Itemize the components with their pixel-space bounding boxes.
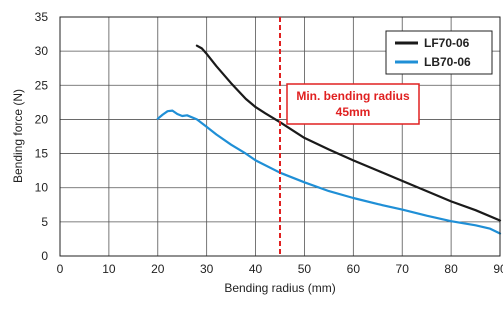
x-tick-label: 50 (298, 262, 312, 276)
x-tick-label: 10 (102, 262, 116, 276)
x-tick-label: 70 (396, 262, 410, 276)
y-tick-label: 20 (35, 112, 49, 126)
y-tick-label: 10 (35, 181, 49, 195)
min-radius-label-box (286, 83, 420, 125)
y-tick-label: 15 (35, 147, 49, 161)
y-tick-label: 30 (35, 44, 49, 58)
legend-box (385, 30, 493, 75)
x-tick-label: 60 (347, 262, 361, 276)
x-tick-label: 0 (57, 262, 64, 276)
min-radius-annotation: Min. bending radius 45mm (279, 17, 420, 256)
y-axis-ticks: 0 5 10 15 20 25 30 35 (35, 10, 49, 263)
x-tick-label: 20 (151, 262, 165, 276)
legend-label-lb70-06: LB70-06 (424, 55, 471, 69)
x-axis-ticks: 0 10 20 30 40 50 60 70 80 90 (57, 262, 503, 276)
x-tick-label: 80 (444, 262, 458, 276)
x-tick-label: 90 (493, 262, 503, 276)
y-tick-label: 25 (35, 78, 49, 92)
min-radius-label-line: 45mm (336, 105, 371, 119)
y-tick-label: 35 (35, 10, 49, 24)
x-tick-label: 40 (249, 262, 263, 276)
x-axis-label: Bending radius (mm) (224, 281, 335, 295)
y-tick-label: 0 (41, 249, 48, 263)
series-lines (156, 44, 502, 235)
min-radius-label-line: Min. bending radius (296, 89, 410, 103)
series-line-lf70-06 (195, 44, 502, 222)
legend: LF70-06 LB70-06 (385, 30, 493, 75)
series-line-lb70-06 (156, 109, 502, 235)
legend-label-lf70-06: LF70-06 (424, 36, 470, 50)
y-tick-label: 5 (41, 215, 48, 229)
y-axis-label: Bending force (N) (11, 89, 25, 183)
x-tick-label: 30 (200, 262, 214, 276)
